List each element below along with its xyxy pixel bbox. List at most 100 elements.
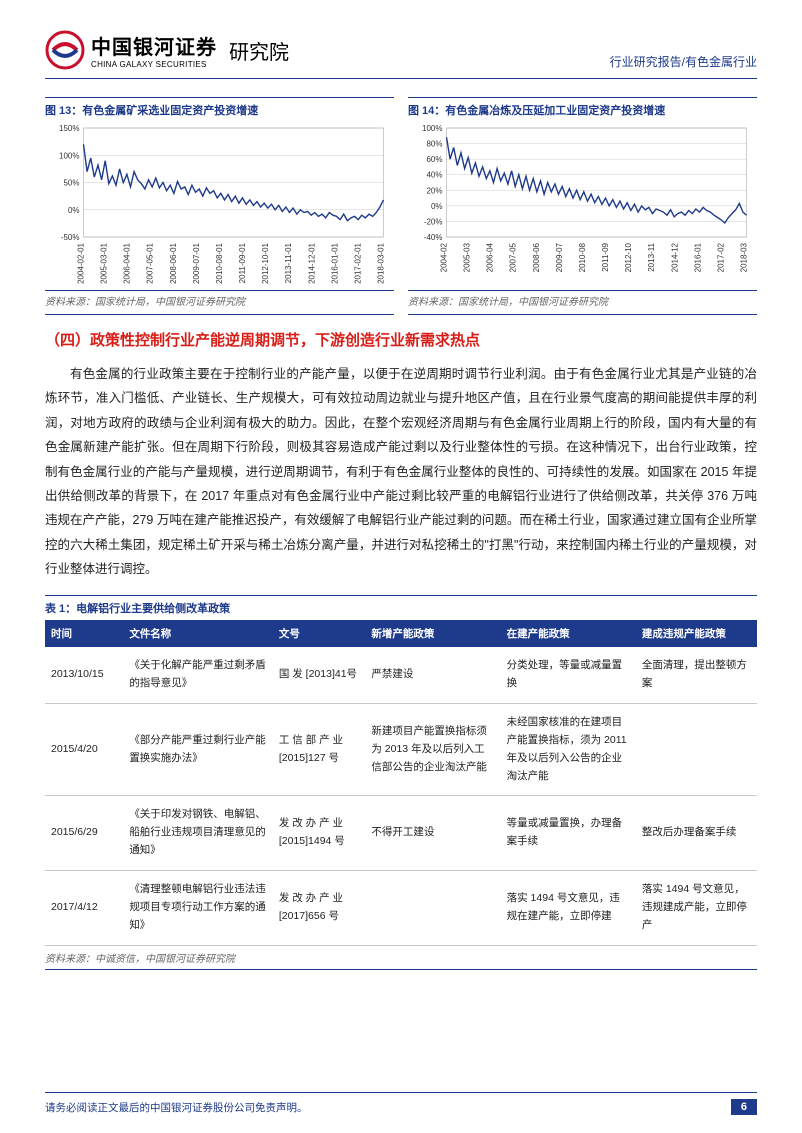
chart-13-title: 图 13：有色金属矿采选业固定资产投资增速 (45, 98, 394, 122)
table-cell: 新建项目产能置换指标须为 2013 年及以后列入工信部公告的企业淘汰产能 (365, 704, 500, 796)
svg-text:2013-11: 2013-11 (647, 242, 656, 271)
svg-text:2006-04: 2006-04 (486, 242, 495, 272)
table-row: 2015/6/29《关于印发对钢铁、电解铝、船舶行业违规项目清理意见的通知》发 … (45, 796, 757, 871)
body-paragraph: 有色金属的行业政策主要在于控制行业的产能产量，以便于在逆周期时调节行业利润。由于… (45, 362, 757, 581)
svg-text:2012-10-01: 2012-10-01 (261, 242, 270, 283)
svg-text:2010-08-01: 2010-08-01 (215, 242, 224, 283)
logo-icon (45, 30, 85, 70)
svg-text:80%: 80% (426, 140, 442, 149)
table-cell: 《关于印发对钢铁、电解铝、船舶行业违规项目清理意见的通知》 (123, 796, 273, 871)
table-cell: 不得开工建设 (365, 796, 500, 871)
svg-text:2007-05: 2007-05 (509, 242, 518, 272)
chart-13: 图 13：有色金属矿采选业固定资产投资增速 -50% 0% 50% 100% 150% 2… (45, 97, 394, 315)
svg-text:2013-11-01: 2013-11-01 (284, 242, 293, 283)
table-row: 2017/4/12《清理整顿电解铝行业违法违规项目专项行动工作方案的通知》发 改… (45, 870, 757, 945)
svg-text:100%: 100% (59, 151, 79, 160)
table-cell (365, 870, 500, 945)
table-header: 建成违规产能政策 (636, 620, 757, 647)
svg-text:-40%: -40% (424, 233, 443, 242)
table-cell: 全面清理，提出整顿方案 (636, 647, 757, 703)
svg-text:40%: 40% (426, 171, 442, 180)
table-cell: 工 信 部 产 业[2015]127 号 (273, 704, 366, 796)
svg-text:100%: 100% (422, 124, 442, 133)
header-rule (45, 78, 757, 79)
svg-text:2007-05-01: 2007-05-01 (146, 242, 155, 283)
svg-text:150%: 150% (59, 124, 79, 133)
logo-suffix: 研究院 (229, 36, 289, 65)
svg-text:2008-06: 2008-06 (532, 242, 541, 272)
table-header: 文号 (273, 620, 366, 647)
svg-text:2014-12: 2014-12 (670, 242, 679, 272)
table-cell: 2013/10/15 (45, 647, 123, 703)
table-cell: 等量或减量置换，办理备案手续 (501, 796, 636, 871)
logo-area: 中国银河证券 CHINA GALAXY SECURITIES 研究院 (45, 30, 289, 70)
table-cell: 严禁建设 (365, 647, 500, 703)
chart-14-title: 图 14：有色金属冶炼及压延加工业固定资产投资增速 (408, 98, 757, 122)
table-cell: 2015/6/29 (45, 796, 123, 871)
table-cell: 2015/4/20 (45, 704, 123, 796)
footer-rule (45, 1092, 757, 1093)
table-cell: 落实 1494 号文意见，违规建成产能，立即停产 (636, 870, 757, 945)
svg-text:2009-07-01: 2009-07-01 (192, 242, 201, 283)
table-header: 时间 (45, 620, 123, 647)
page-header: 中国银河证券 CHINA GALAXY SECURITIES 研究院 行业研究报… (45, 30, 757, 70)
chart-14: 图 14：有色金属冶炼及压延加工业固定资产投资增速 -40% -20% 0% 20% 4… (408, 97, 757, 315)
svg-text:0%: 0% (431, 202, 443, 211)
svg-text:2005-03: 2005-03 (463, 242, 472, 272)
table-cell: 《关于化解产能严重过剩矛盾的指导意见》 (123, 647, 273, 703)
table-cell (636, 704, 757, 796)
svg-text:2018-03-01: 2018-03-01 (377, 242, 386, 283)
chart-13-plot: -50% 0% 50% 100% 150% 2004-02-01 2005-03-01 200… (45, 122, 394, 287)
footer-disclaimer: 请务必阅读正文最后的中国银河证券股份公司免责声明。 (45, 1100, 308, 1115)
svg-text:0%: 0% (68, 206, 80, 215)
table-cell: 国 发 [2013]41号 (273, 647, 366, 703)
table-cell: 落实 1494 号文意见，违规在建产能，立即停建 (501, 870, 636, 945)
svg-text:-50%: -50% (61, 233, 80, 242)
section-heading: （四）政策性控制行业产能逆周期调节，下游创造行业新需求热点 (45, 329, 757, 350)
table-cell: 发 改 办 产 业[2017]656 号 (273, 870, 366, 945)
chart-14-source: 资料来源：国家统计局，中国银河证券研究院 (408, 290, 757, 315)
header-category: 行业研究报告/有色金属行业 (610, 53, 757, 70)
chart-13-source: 资料来源：国家统计局，中国银河证券研究院 (45, 290, 394, 315)
table-cell: 《部分产能严重过剩行业产能置换实施办法》 (123, 704, 273, 796)
svg-text:2008-06-01: 2008-06-01 (169, 242, 178, 283)
table-cell: 分类处理，等量或减量置换 (501, 647, 636, 703)
svg-text:-20%: -20% (424, 217, 443, 226)
svg-text:2004-02: 2004-02 (440, 242, 449, 272)
page-number: 6 (731, 1099, 757, 1115)
svg-text:60%: 60% (426, 155, 442, 164)
table-cell: 发 改 办 产 业[2015]1494 号 (273, 796, 366, 871)
svg-text:2016-01: 2016-01 (693, 242, 702, 272)
chart-14-plot: -40% -20% 0% 20% 40% 60% 80% 100% 2004-02 2005-03… (408, 122, 757, 287)
charts-row: 图 13：有色金属矿采选业固定资产投资增速 -50% 0% 50% 100% 150% 2… (45, 97, 757, 315)
svg-text:2006-04-01: 2006-04-01 (123, 242, 132, 283)
svg-text:50%: 50% (63, 179, 79, 188)
table-cell: 《清理整顿电解铝行业违法违规项目专项行动工作方案的通知》 (123, 870, 273, 945)
policy-table: 时间文件名称文号新增产能政策在建产能政策建成违规产能政策 2013/10/15《… (45, 620, 757, 945)
table-cell: 2017/4/12 (45, 870, 123, 945)
svg-text:2009-07: 2009-07 (555, 242, 564, 272)
svg-text:2014-12-01: 2014-12-01 (307, 242, 316, 283)
table-header: 在建产能政策 (501, 620, 636, 647)
svg-text:2011-09: 2011-09 (601, 242, 610, 271)
table-row: 2015/4/20《部分产能严重过剩行业产能置换实施办法》工 信 部 产 业[2… (45, 704, 757, 796)
table-1-source: 资料来源：中诚资信，中国银河证券研究院 (45, 946, 757, 970)
logo-text-en: CHINA GALAXY SECURITIES (91, 60, 217, 69)
table-header: 文件名称 (123, 620, 273, 647)
svg-text:2011-09-01: 2011-09-01 (238, 242, 247, 283)
svg-text:20%: 20% (426, 186, 442, 195)
table-cell: 整改后办理备案手续 (636, 796, 757, 871)
logo-text-cn: 中国银河证券 (91, 31, 217, 60)
svg-text:2018-03: 2018-03 (740, 242, 749, 272)
svg-text:2012-10: 2012-10 (624, 242, 633, 272)
svg-text:2010-08: 2010-08 (578, 242, 587, 272)
table-cell: 未经国家核准的在建项目产能置换指标，须为 2011年及以后列入公告的企业淘汰产能 (501, 704, 636, 796)
table-1-title: 表 1：电解铝行业主要供给侧改革政策 (45, 595, 757, 620)
svg-text:2016-01-01: 2016-01-01 (330, 242, 339, 283)
svg-text:2005-03-01: 2005-03-01 (100, 242, 109, 283)
table-row: 2013/10/15《关于化解产能严重过剩矛盾的指导意见》国 发 [2013]4… (45, 647, 757, 703)
svg-text:2004-02-01: 2004-02-01 (77, 242, 86, 283)
table-header: 新增产能政策 (365, 620, 500, 647)
svg-text:2017-02-01: 2017-02-01 (353, 242, 362, 283)
page-footer: 请务必阅读正文最后的中国银河证券股份公司免责声明。 6 (45, 1092, 757, 1115)
